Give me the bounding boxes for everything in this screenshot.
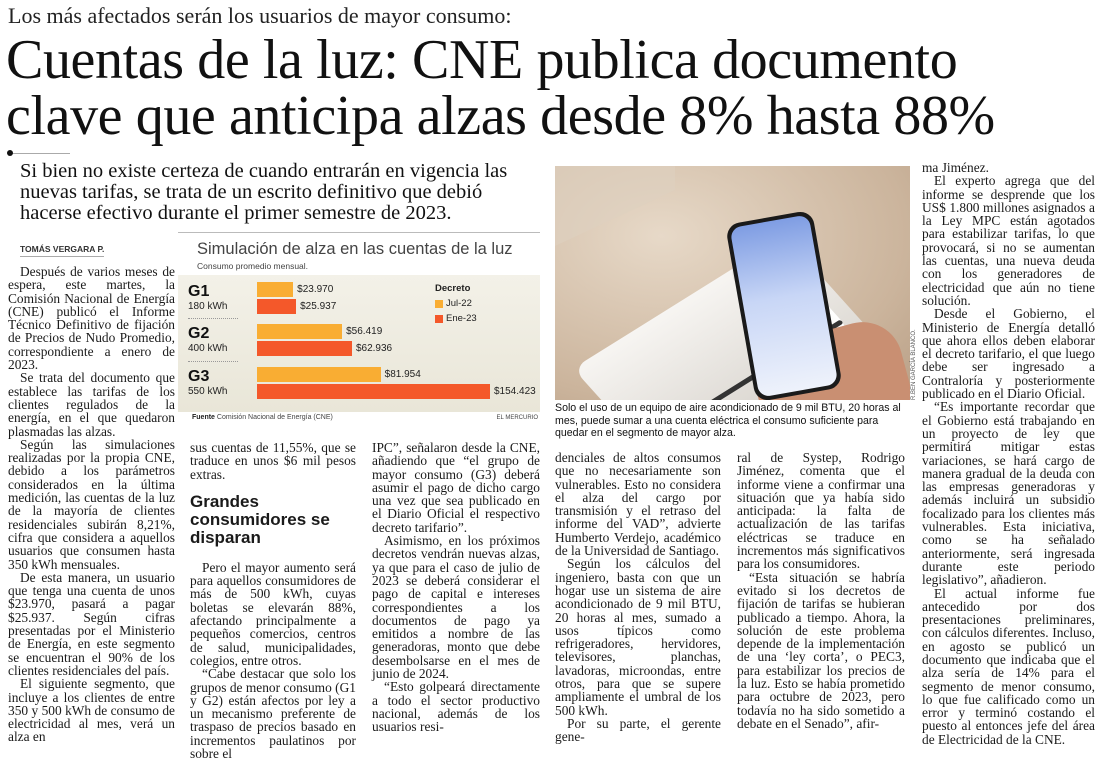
paragraph: ma Jiménez. — [922, 160, 989, 175]
chart-source: Fuente Comisión Nacional de Energía (CNE… — [192, 414, 333, 421]
group-separator — [188, 361, 238, 362]
source-label: Fuente — [192, 414, 215, 421]
chart-subtitle: Consumo promedio mensual. — [197, 261, 309, 271]
paragraph: denciales de altos consumos que no neces… — [555, 450, 721, 559]
legend-label: Ene-23 — [446, 313, 477, 324]
article-column-4: denciales de altos consumos que no neces… — [555, 451, 721, 744]
paragraph: IPC”, señalaron desde la CNE, añadiendo … — [372, 440, 540, 535]
bar-chart: Simulación de alza en las cuentas de la … — [178, 232, 540, 428]
deck-divider — [7, 150, 70, 156]
paragraph: “Cabe destacar que solo los grupos de me… — [190, 666, 356, 761]
legend-item-jul-22: Jul-22 — [435, 298, 472, 309]
paragraph: Desde el Gobierno, el Ministerio de Ener… — [922, 306, 1095, 402]
category-label: G3 — [188, 368, 210, 385]
category-sublabel: 180 kWh — [188, 301, 228, 312]
bar-value-label: $154.423 — [494, 386, 536, 397]
category-sublabel: 400 kWh — [188, 343, 228, 354]
paragraph: El actual informe fue antecedido por dos… — [922, 585, 1095, 747]
category-label: G1 — [188, 283, 210, 300]
headline-line-1: Cuentas de la luz: CNE publica documento — [6, 29, 958, 91]
bar-value-label: $23.970 — [297, 284, 334, 295]
paragraph: Por su parte, el gerente gene- — [555, 715, 721, 745]
bar-value-label: $62.936 — [355, 343, 393, 354]
chart-title: Simulación de alza en las cuentas de la … — [197, 240, 513, 258]
article-column-6: ma Jiménez. El experto agrega que del in… — [922, 161, 1095, 746]
bar-value-label: $25.937 — [300, 301, 337, 312]
paragraph: Asimismo, en los próximos decretos vendr… — [372, 533, 540, 682]
wall-corner — [555, 166, 675, 246]
paragraph: Según las simulaciones realizadas por la… — [8, 436, 175, 572]
paragraph: ral de Systep, Rodrigo Jiménez, comenta … — [737, 450, 905, 572]
paragraph: Según los cálculos del ingeniero, basta … — [555, 556, 721, 718]
bar — [257, 384, 490, 399]
paragraph: sus cuentas de 11,55%, que se traduce en… — [190, 440, 356, 482]
legend-title: Decreto — [435, 283, 471, 294]
paragraph: De esta manera, un usuario que tenga una… — [8, 569, 175, 678]
paragraph: El siguiente segmento, que incluye a los… — [8, 676, 175, 745]
chart-brand: EL MERCURIO — [496, 415, 538, 421]
kicker: Los más afectados serán los usuarios de … — [8, 3, 512, 28]
air-conditioner-photo — [555, 166, 910, 400]
paragraph: “Es importante recordar que el Gobierno … — [922, 399, 1095, 588]
bar — [257, 299, 297, 314]
bar-value-label: $81.954 — [384, 369, 421, 380]
legend-swatch — [435, 314, 443, 323]
source-text: Comisión Nacional de Energía (CNE) — [216, 414, 333, 421]
subheading: Grandes consumidores se disparan — [190, 491, 330, 547]
bar-value-label: $56.419 — [346, 326, 383, 337]
byline: TOMÁS VERGARA P. — [20, 244, 105, 257]
legend-swatch — [435, 299, 443, 308]
article-column-2: sus cuentas de 11,55%, que se traduce en… — [190, 441, 356, 760]
bar — [257, 341, 352, 356]
article-column-3: IPC”, señalaron desde la CNE, añadiendo … — [372, 441, 540, 734]
bar — [257, 282, 294, 297]
paragraph: Se trata del documento que establece las… — [8, 370, 175, 439]
paragraph: El experto agrega que del informe se des… — [922, 173, 1095, 308]
bar — [257, 324, 343, 339]
paragraph: “Esto golpeará directamente a todo el se… — [372, 679, 540, 735]
paragraph: “Esta situación se habría evitado si los… — [737, 569, 905, 731]
headline: Cuentas de la luz: CNE publica documento… — [6, 32, 1096, 144]
category-label: G2 — [188, 325, 210, 342]
photo-caption: Solo el uso de un equipo de aire acondic… — [555, 402, 901, 440]
article-column-5: ral de Systep, Rodrigo Jiménez, comenta … — [737, 451, 905, 730]
legend-label: Jul-22 — [446, 298, 472, 309]
deck: Si bien no existe certeza de cuando entr… — [20, 160, 508, 224]
legend-item-ene-23: Ene-23 — [435, 313, 477, 324]
paragraph: Después de varios meses de espera, este … — [8, 264, 175, 373]
paragraph: Pero el mayor aumento será para aquellos… — [190, 559, 356, 668]
group-separator — [188, 318, 238, 319]
photo-credit: R.BEN GARCÍA BLANCO. — [911, 329, 917, 400]
bar — [257, 367, 381, 382]
headline-line-2: clave que anticipa alzas desde 8% hasta … — [6, 85, 995, 147]
article-column-1: Después de varios meses de espera, este … — [8, 265, 175, 744]
category-sublabel: 550 kWh — [188, 386, 228, 397]
chart-plot-area: Decreto Jul-22 Ene-23 G1 180 kWh $23.970 $2… — [178, 275, 540, 412]
